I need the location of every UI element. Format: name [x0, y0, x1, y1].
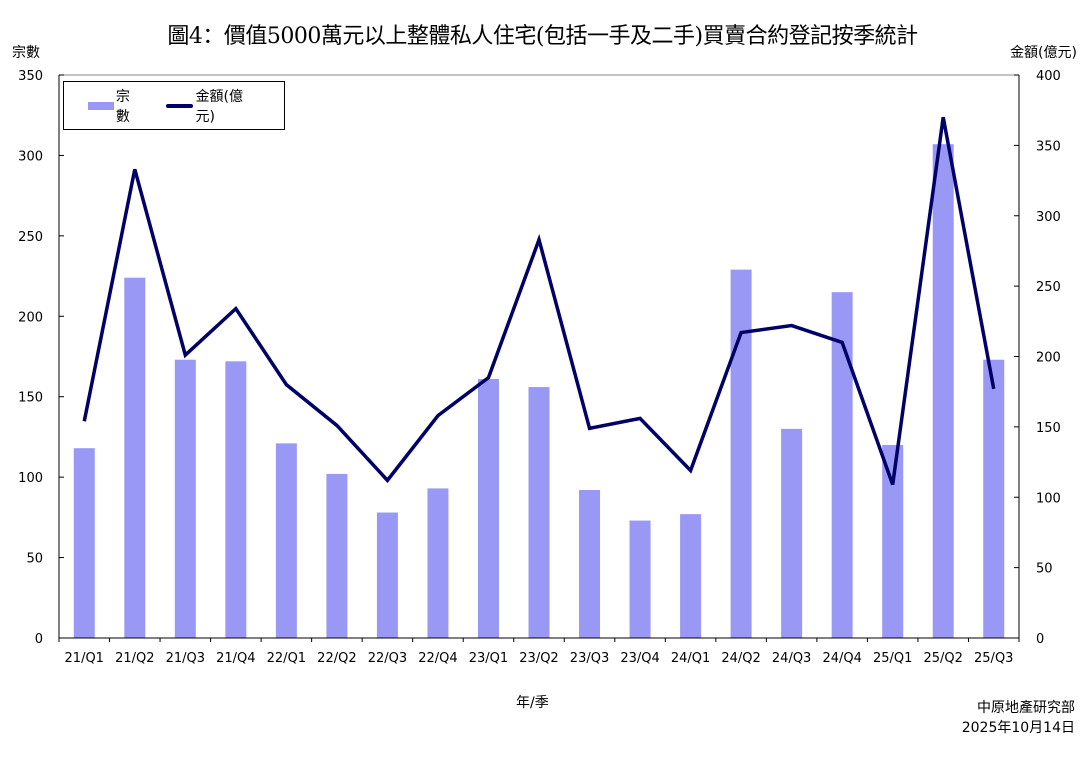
bar	[73, 448, 95, 638]
bar	[730, 269, 752, 638]
right-tick-label: 400	[1036, 69, 1061, 84]
x-tick-label: 23/Q1	[469, 651, 508, 666]
x-tick-label: 24/Q2	[721, 651, 760, 666]
legend: 宗數 金額(億元)	[63, 81, 285, 130]
bar	[831, 292, 853, 638]
bar	[275, 443, 297, 638]
bar	[983, 359, 1005, 638]
bar	[781, 428, 803, 638]
x-axis-label: 年/季	[516, 695, 549, 711]
right-tick-label: 350	[1036, 139, 1061, 154]
bar	[376, 512, 398, 638]
amount-line	[82, 116, 996, 486]
x-tick-label: 21/Q1	[65, 651, 104, 666]
bar	[932, 144, 954, 638]
x-tick-label: 25/Q3	[974, 651, 1013, 666]
bar	[680, 514, 702, 638]
x-tick-label: 21/Q2	[115, 651, 154, 666]
bar-swatch-icon	[88, 101, 114, 110]
source-org: 中原地產研究部	[977, 700, 1075, 716]
x-tick-label: 23/Q4	[620, 651, 659, 666]
bar	[326, 473, 348, 638]
right-tick-label: 300	[1036, 210, 1061, 225]
left-tick-label: 200	[18, 310, 43, 325]
x-tick-label: 22/Q1	[267, 651, 306, 666]
x-tick-label: 24/Q3	[772, 651, 811, 666]
x-tick-label: 23/Q3	[570, 651, 609, 666]
x-tick-label: 22/Q2	[317, 651, 356, 666]
source-note: 中原地產研究部 2025年10月14日	[962, 698, 1075, 738]
bar	[528, 387, 550, 638]
x-tick-label: 25/Q2	[923, 651, 962, 666]
right-tick-label: 150	[1036, 421, 1061, 436]
bar	[427, 488, 449, 638]
x-tick-label: 21/Q3	[166, 651, 205, 666]
bar	[477, 379, 499, 638]
bar	[882, 444, 904, 638]
x-tick-label: 22/Q4	[418, 651, 457, 666]
axes	[58, 74, 1020, 642]
legend-count-label: 宗數	[115, 88, 130, 125]
left-tick-label: 50	[26, 552, 43, 567]
x-tick-label: 24/Q1	[671, 651, 710, 666]
left-axis-unit: 宗數	[12, 45, 40, 61]
bar	[579, 490, 601, 638]
right-tick-label: 0	[1036, 632, 1044, 647]
x-tick-label: 24/Q4	[822, 651, 861, 666]
legend-amount-label: 金額(億元)	[195, 88, 243, 125]
left-tick-label: 300	[18, 149, 43, 164]
tick-labels: 0 50 100 150 200 250 300 350 0 50 100 150 200 250 300 3…	[18, 69, 1061, 666]
line-series	[82, 116, 996, 486]
right-tick-label: 200	[1036, 351, 1061, 366]
left-tick-label: 150	[18, 391, 43, 406]
legend-item-amount: 金額(億元)	[165, 86, 262, 126]
right-tick-label: 250	[1036, 280, 1061, 295]
x-tick-label: 23/Q2	[519, 651, 558, 666]
bar	[124, 277, 146, 638]
chart-title: 圖4：價值5000萬元以上整體私人住宅(包括一手及二手)買賣合約登記按季統計	[167, 24, 918, 49]
bar	[629, 520, 651, 638]
left-tick-label: 350	[18, 69, 43, 84]
legend-item-count: 宗數	[88, 86, 144, 126]
bar	[174, 359, 196, 638]
x-tick-label: 25/Q1	[873, 651, 912, 666]
line-swatch-icon	[165, 103, 194, 108]
x-tick-label: 22/Q3	[368, 651, 407, 666]
right-tick-label: 100	[1036, 491, 1061, 506]
left-tick-label: 100	[18, 471, 43, 486]
bar-series	[73, 144, 1005, 638]
left-tick-label: 250	[18, 230, 43, 245]
left-tick-label: 0	[35, 632, 43, 647]
bar	[225, 361, 247, 638]
source-date: 2025年10月14日	[961, 720, 1075, 736]
right-axis-unit: 金額(億元)	[1010, 45, 1077, 61]
right-tick-label: 50	[1036, 562, 1053, 577]
x-tick-label: 21/Q4	[216, 651, 255, 666]
